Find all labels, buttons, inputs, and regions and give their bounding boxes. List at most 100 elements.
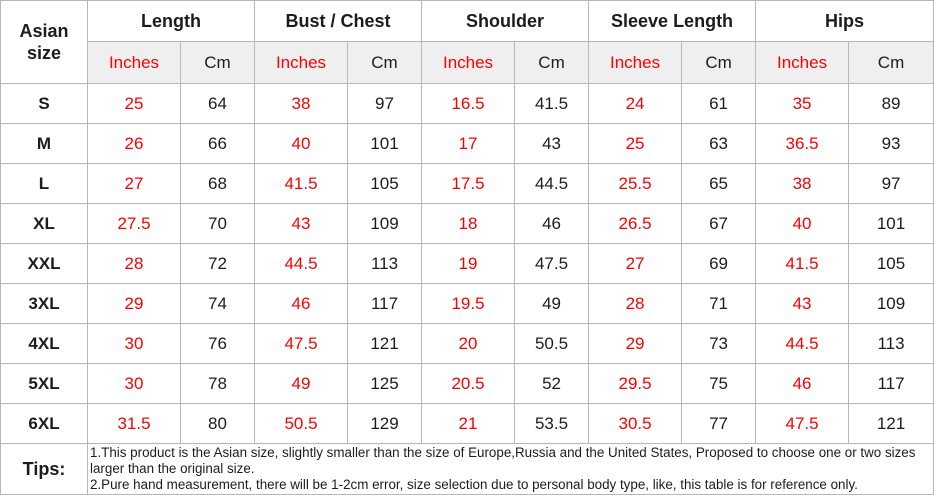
cell-shoulder-cm: 53.5 [514,403,590,444]
table-row: 4XL 30 76 47.5 121 20 50.5 29 73 44.5 113 [0,323,934,364]
cell-bust-chest-inches: 38 [254,83,348,124]
cell-shoulder-cm: 47.5 [514,243,590,284]
cell-bust-chest-cm: 125 [346,363,423,404]
cell-shoulder-inches: 18 [421,203,516,244]
size-cell: XL [0,203,88,244]
unit-header-length-inches: Inches [87,41,181,84]
group-header-row: Asian size Length Bust / Chest Shoulder … [0,0,934,84]
cell-hips-cm: 93 [848,123,934,164]
cell-length-cm: 78 [180,363,255,404]
column-group-sleeve-length: Sleeve Length [588,0,757,42]
cell-hips-inches: 44.5 [755,323,850,364]
cell-shoulder-inches: 17.5 [421,163,516,204]
cell-bust-chest-inches: 46 [254,283,348,324]
cell-shoulder-cm: 52 [514,363,590,404]
cell-shoulder-inches: 20 [421,323,516,364]
cell-sleeve-length-cm: 69 [681,243,757,284]
cell-hips-inches: 43 [755,283,850,324]
corner-header-asian-size: Asian size [0,0,88,84]
cell-sleeve-length-cm: 61 [681,83,757,124]
cell-shoulder-inches: 21 [421,403,516,444]
cell-bust-chest-cm: 129 [346,403,423,444]
cell-shoulder-inches: 19 [421,243,516,284]
cell-length-cm: 80 [180,403,255,444]
cell-shoulder-cm: 41.5 [514,83,590,124]
table-row: 5XL 30 78 49 125 20.5 52 29.5 75 46 117 [0,363,934,404]
cell-sleeve-length-inches: 26.5 [588,203,683,244]
cell-length-inches: 28 [87,243,181,284]
cell-bust-chest-cm: 113 [346,243,423,284]
size-cell: L [0,163,88,204]
table-row: S 25 64 38 97 16.5 41.5 24 61 35 89 [0,83,934,124]
unit-header-sleeve-length-cm: Cm [681,41,757,84]
cell-shoulder-cm: 44.5 [514,163,590,204]
cell-sleeve-length-inches: 25.5 [588,163,683,204]
cell-hips-cm: 113 [848,323,934,364]
unit-header-bust-chest-cm: Cm [346,41,423,84]
cell-bust-chest-inches: 40 [254,123,348,164]
cell-bust-chest-cm: 97 [346,83,423,124]
cell-bust-chest-inches: 43 [254,203,348,244]
cell-shoulder-cm: 50.5 [514,323,590,364]
size-cell: 6XL [0,403,88,444]
cell-hips-cm: 97 [848,163,934,204]
cell-bust-chest-inches: 50.5 [254,403,348,444]
cell-hips-inches: 47.5 [755,403,850,444]
cell-hips-inches: 38 [755,163,850,204]
tips-note-2: 2.Pure hand measurement, there will be 1… [90,477,858,492]
cell-length-inches: 30 [87,323,181,364]
cell-hips-inches: 36.5 [755,123,850,164]
table-row: XXL 28 72 44.5 113 19 47.5 27 69 41.5 105 [0,243,934,284]
cell-hips-inches: 35 [755,83,850,124]
cell-length-cm: 72 [180,243,255,284]
cell-hips-cm: 117 [848,363,934,404]
cell-shoulder-cm: 43 [514,123,590,164]
cell-sleeve-length-inches: 24 [588,83,683,124]
cell-sleeve-length-inches: 30.5 [588,403,683,444]
cell-sleeve-length-inches: 25 [588,123,683,164]
size-cell: M [0,123,88,164]
cell-length-inches: 29 [87,283,181,324]
cell-shoulder-cm: 46 [514,203,590,244]
cell-sleeve-length-inches: 27 [588,243,683,284]
table-row: 6XL 31.5 80 50.5 129 21 53.5 30.5 77 47.5 121 [0,403,934,444]
size-cell: 3XL [0,283,88,324]
size-cell: S [0,83,88,124]
cell-sleeve-length-cm: 65 [681,163,757,204]
cell-shoulder-inches: 20.5 [421,363,516,404]
cell-sleeve-length-inches: 28 [588,283,683,324]
cell-shoulder-cm: 49 [514,283,590,324]
cell-hips-cm: 109 [848,283,934,324]
cell-shoulder-inches: 17 [421,123,516,164]
unit-header-shoulder-cm: Cm [514,41,590,84]
cell-hips-cm: 121 [848,403,934,444]
unit-header-row: Inches Cm Inches Cm Inches Cm Inches Cm … [1,41,934,84]
column-group-bust-chest: Bust / Chest [253,0,423,42]
cell-length-inches: 27 [87,163,181,204]
tips-label: Tips: [0,443,88,495]
unit-header-sleeve-length-inches: Inches [588,41,683,84]
cell-shoulder-inches: 16.5 [421,83,516,124]
tips-note-1: 1.This product is the Asian size, slight… [90,445,916,476]
cell-sleeve-length-inches: 29 [588,323,683,364]
cell-sleeve-length-cm: 75 [681,363,757,404]
cell-length-cm: 76 [180,323,255,364]
column-group-hips: Hips [755,0,934,42]
cell-length-cm: 74 [180,283,255,324]
column-group-shoulder: Shoulder [421,0,590,42]
table-row: XL 27.5 70 43 109 18 46 26.5 67 40 101 [0,203,934,244]
table-body: S 25 64 38 97 16.5 41.5 24 61 35 89 M 26 66 40 101 17 43 2… [0,83,934,444]
size-cell: XXL [0,243,88,284]
tips-text: 1.This product is the Asian size, slight… [87,443,934,495]
cell-length-inches: 27.5 [87,203,181,244]
cell-bust-chest-inches: 41.5 [254,163,348,204]
tips-row: Tips: 1.This product is the Asian size, … [0,443,934,495]
cell-hips-cm: 105 [848,243,934,284]
cell-sleeve-length-inches: 29.5 [588,363,683,404]
unit-header-bust-chest-inches: Inches [254,41,348,84]
cell-sleeve-length-cm: 73 [681,323,757,364]
cell-bust-chest-cm: 109 [346,203,423,244]
cell-length-inches: 26 [87,123,181,164]
cell-length-inches: 31.5 [87,403,181,444]
cell-hips-cm: 101 [848,203,934,244]
